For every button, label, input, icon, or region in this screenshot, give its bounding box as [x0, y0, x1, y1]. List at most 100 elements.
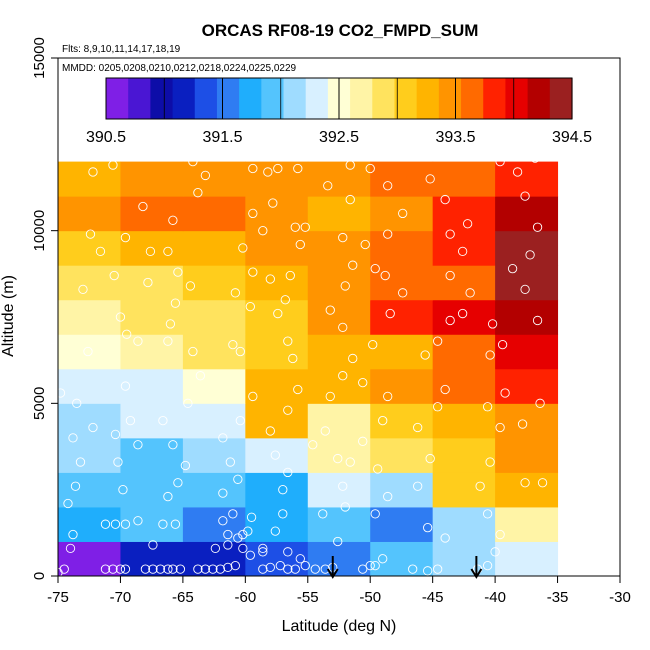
down-arrow [326, 556, 339, 579]
heatmap-cell [307, 196, 371, 232]
sample-point [310, 564, 320, 574]
sample-point [248, 391, 258, 402]
x-tick-label: -45 [422, 589, 444, 606]
heatmap-cell [307, 403, 371, 439]
sample-point [218, 433, 228, 443]
sample-point [293, 384, 303, 395]
sample-point [333, 453, 343, 464]
sample-point [70, 481, 81, 491]
heatmap-cell [245, 541, 309, 577]
sample-point [165, 319, 176, 329]
heatmap-cell [307, 472, 371, 508]
colorbar-swatch [461, 78, 484, 119]
colorbar-tick-label: 390.5 [86, 129, 126, 146]
sample-point [145, 246, 156, 257]
heatmap-cell [182, 368, 246, 404]
heatmap-cell [58, 299, 121, 335]
sample-point [108, 160, 118, 170]
sample-point [163, 246, 173, 257]
heatmap-cell [432, 437, 496, 473]
sample-point [373, 464, 383, 474]
sample-point [507, 264, 518, 274]
heatmap-cell [432, 265, 496, 301]
heatmap-cell [182, 472, 246, 508]
heatmap-cell [120, 403, 184, 439]
sample-point [218, 516, 228, 526]
x-tick-label: -65 [172, 589, 194, 606]
heatmap-cell [370, 506, 434, 542]
x-tick-label: -55 [297, 589, 319, 606]
down-arrow [470, 556, 483, 579]
sample-point [288, 353, 298, 364]
heatmap-cell [120, 299, 184, 335]
sample-point [445, 270, 455, 281]
sample-point [59, 564, 69, 574]
sample-point [368, 339, 378, 350]
heatmap-cell [495, 161, 559, 197]
x-tick-label: -75 [47, 589, 69, 606]
heatmap-cell [432, 403, 496, 439]
sample-point [248, 163, 258, 174]
sample-point [140, 564, 151, 574]
x-tick-label: -35 [547, 589, 569, 606]
heatmap-cell [307, 265, 371, 301]
heatmap-cell [245, 334, 309, 370]
sample-point [115, 312, 126, 322]
sample-point [238, 529, 248, 540]
sample-point [383, 391, 393, 402]
sample-point [238, 243, 248, 253]
sample-point [246, 512, 257, 522]
sample-point [155, 564, 166, 574]
sample-point [283, 547, 293, 557]
sample-point [520, 478, 530, 488]
sample-point [273, 163, 283, 174]
colorbar-swatch [261, 78, 285, 119]
heatmap-cell [370, 472, 434, 508]
sample-point [223, 540, 233, 550]
sample-point [497, 339, 508, 350]
heatmap-cell [120, 161, 184, 197]
sample-point [345, 457, 355, 467]
sample-point [323, 181, 333, 191]
heatmap-cell [432, 230, 496, 266]
sample-point [370, 264, 380, 274]
sample-point [200, 564, 211, 574]
heatmap-cell [370, 368, 434, 404]
sample-point [68, 529, 78, 540]
heatmap-cell [120, 506, 184, 542]
sample-point [495, 156, 505, 167]
heatmap-cell [120, 368, 184, 404]
sample-point [233, 533, 243, 543]
sample-point [258, 226, 268, 236]
colorbar-swatch [527, 78, 551, 119]
heatmap-cell [245, 472, 309, 508]
sample-point [110, 429, 121, 440]
sample-point [68, 433, 78, 443]
sample-point [420, 350, 430, 360]
colorbar-swatch [106, 78, 129, 119]
sample-point [173, 267, 183, 277]
sample-point [537, 478, 548, 488]
sample-point [383, 229, 393, 239]
sample-point [517, 419, 528, 429]
sample-point [228, 339, 238, 350]
sample-point [370, 509, 380, 519]
colorbar-swatch [483, 78, 507, 119]
heatmap-cell [495, 403, 559, 439]
heatmap-cell [307, 506, 371, 542]
sample-point [290, 564, 300, 574]
colorbar-swatch [239, 78, 262, 119]
sample-point [365, 163, 375, 174]
x-axis-label: Latitude (deg N) [282, 618, 397, 635]
sample-point [263, 167, 273, 177]
sample-point [258, 543, 268, 554]
sample-point [358, 564, 368, 574]
heatmap-cell [495, 368, 559, 404]
heatmap-cell [182, 506, 246, 542]
sample-point [223, 529, 233, 540]
sample-point [300, 222, 310, 232]
sample-point [113, 457, 123, 467]
sample-point [325, 391, 335, 402]
sample-point [275, 560, 285, 571]
